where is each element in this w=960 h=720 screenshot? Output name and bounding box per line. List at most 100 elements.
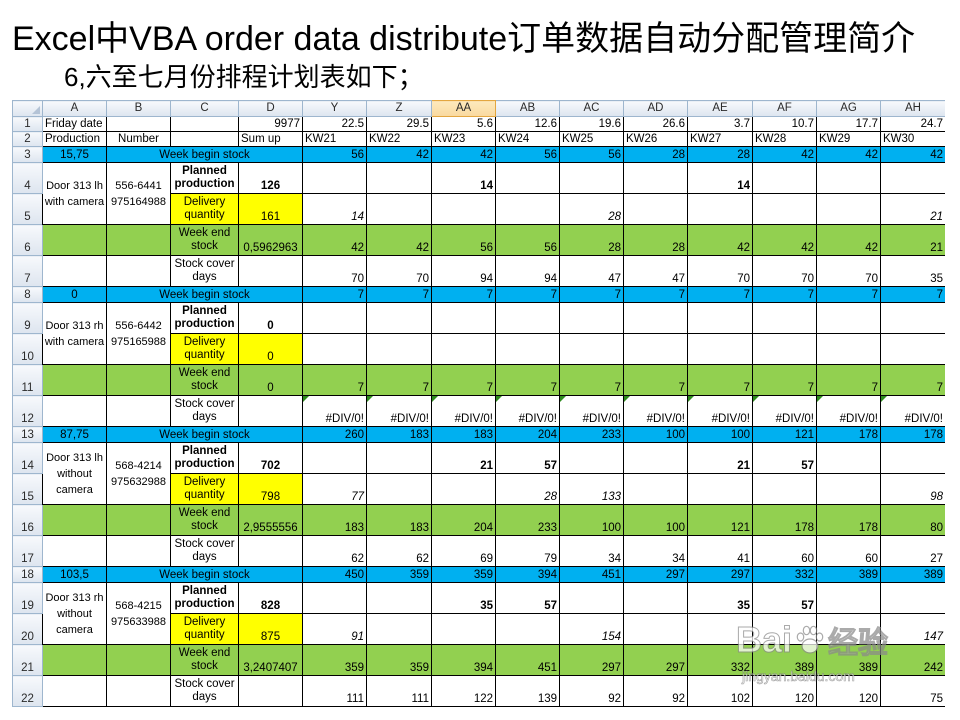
stock-cover-days-value[interactable]: 47 [559,255,624,287]
delivery-quantity-value[interactable]: 14 [302,193,367,225]
delivery-quantity-value[interactable] [752,613,817,645]
week-begin-stock-value[interactable]: 56 [302,146,367,163]
planned-production-value[interactable]: 14 [431,162,496,194]
planned-production-value[interactable] [752,302,817,334]
planned-production-value[interactable] [366,162,432,194]
delivery-quantity-value[interactable] [687,193,753,225]
production-value[interactable]: 87,75 [42,426,107,443]
error-value-cell[interactable]: #DIV/0! [623,395,688,427]
delivery-quantity-value[interactable] [816,333,881,365]
friday-date-value[interactable]: 10.7 [752,116,817,132]
planned-production-value[interactable] [559,302,624,334]
week-begin-stock-value[interactable]: 389 [880,566,945,583]
row-header[interactable]: 20 [12,613,43,645]
week-begin-stock-value[interactable]: 7 [431,286,496,303]
week-begin-stock-value[interactable]: 183 [366,426,432,443]
stock-cover-days-value[interactable]: 94 [431,255,496,287]
planned-production-value[interactable] [880,302,945,334]
empty-cell[interactable] [42,535,107,567]
production-title[interactable]: Production [42,131,107,147]
delivery-quantity-value[interactable] [623,613,688,645]
part-number-cell[interactable]: 556-6441 975164988 [106,162,171,225]
column-header-ae[interactable]: AE [687,100,753,117]
week-end-stock-value[interactable]: 42 [366,224,432,256]
week-end-stock-value[interactable]: 7 [752,364,817,396]
week-begin-stock-label[interactable]: Week begin stock [106,286,303,303]
planned-production-value[interactable] [302,302,367,334]
week-end-stock-label[interactable]: Week end stock [170,644,239,676]
planned-production-value[interactable] [623,302,688,334]
week-begin-stock-value[interactable]: 394 [495,566,560,583]
column-header-b[interactable]: B [106,100,171,117]
week-begin-stock-value[interactable]: 7 [623,286,688,303]
week-begin-stock-value[interactable]: 359 [366,566,432,583]
week-end-stock-label[interactable]: Week end stock [170,224,239,256]
delivery-quantity-value[interactable] [495,613,560,645]
planned-production-value[interactable] [366,582,432,614]
empty-cell[interactable] [106,535,171,567]
delivery-quantity-value[interactable]: 28 [559,193,624,225]
empty-cell[interactable] [170,131,239,147]
delivery-quantity-label[interactable]: Delivery quantity [170,473,239,505]
week-end-stock-value[interactable]: 178 [752,504,817,536]
delivery-quantity-sum[interactable]: 875 [238,613,303,645]
planned-production-value[interactable] [623,582,688,614]
week-end-stock-value[interactable]: 394 [431,644,496,676]
delivery-quantity-value[interactable]: 21 [880,193,945,225]
week-begin-stock-value[interactable]: 7 [559,286,624,303]
row-header[interactable]: 15 [12,473,43,505]
week-end-stock-value[interactable]: 183 [366,504,432,536]
week-begin-stock-value[interactable]: 7 [816,286,881,303]
error-value-cell[interactable]: #DIV/0! [366,395,432,427]
column-header-ag[interactable]: AG [816,100,881,117]
week-begin-stock-value[interactable]: 451 [559,566,624,583]
row-header[interactable]: 14 [12,442,43,474]
week-end-stock-value[interactable]: 233 [495,504,560,536]
friday-date-value[interactable]: 24.7 [880,116,945,132]
delivery-quantity-value[interactable]: 133 [559,473,624,505]
week-end-stock-value[interactable]: 80 [880,504,945,536]
week-end-stock-value[interactable]: 242 [880,644,945,676]
friday-date-value[interactable]: 5.6 [431,116,496,132]
stock-cover-days-value[interactable]: 41 [687,535,753,567]
week-end-stock-value[interactable]: 100 [559,504,624,536]
week-end-stock-value[interactable]: 359 [366,644,432,676]
stock-cover-days-value[interactable]: 120 [816,675,881,707]
delivery-quantity-value[interactable] [495,193,560,225]
week-begin-stock-value[interactable]: 260 [302,426,367,443]
planned-production-value[interactable]: 57 [495,582,560,614]
planned-production-value[interactable]: 57 [752,582,817,614]
empty-cell[interactable] [238,535,303,567]
week-begin-stock-value[interactable]: 332 [752,566,817,583]
row-header[interactable]: 13 [12,426,43,443]
week-begin-stock-value[interactable]: 7 [687,286,753,303]
planned-production-label[interactable]: Planned production [170,162,239,194]
delivery-quantity-value[interactable] [687,333,753,365]
week-begin-stock-value[interactable]: 297 [687,566,753,583]
product-name-cell[interactable]: Door 313 lh without camera [42,442,107,505]
week-begin-stock-label[interactable]: Week begin stock [106,146,303,163]
week-begin-stock-value[interactable]: 28 [687,146,753,163]
planned-production-value[interactable] [816,582,881,614]
delivery-quantity-value[interactable] [559,333,624,365]
row-header[interactable]: 17 [12,535,43,567]
friday-date-sum[interactable]: 9977 [238,116,303,132]
error-value-cell[interactable]: #DIV/0! [431,395,496,427]
delivery-quantity-sum[interactable]: 0 [238,333,303,365]
column-header-ac[interactable]: AC [559,100,624,117]
week-end-stock-value[interactable]: 42 [302,224,367,256]
week-number-cell[interactable]: KW28 [752,131,817,147]
planned-production-value[interactable] [302,582,367,614]
product-name-cell[interactable]: Door 313 rh without camera [42,582,107,645]
column-header-af[interactable]: AF [752,100,817,117]
week-end-stock-value[interactable]: 7 [495,364,560,396]
planned-production-sum[interactable]: 0 [238,302,303,334]
week-end-stock-value[interactable]: 100 [623,504,688,536]
friday-date-label[interactable]: Friday date [42,116,107,132]
week-end-stock-value[interactable]: 332 [687,644,753,676]
stock-cover-days-label[interactable]: Stock cover days [170,675,239,707]
stock-cover-days-value[interactable]: 111 [302,675,367,707]
planned-production-label[interactable]: Planned production [170,302,239,334]
stock-cover-days-value[interactable]: 60 [816,535,881,567]
planned-production-value[interactable] [495,162,560,194]
